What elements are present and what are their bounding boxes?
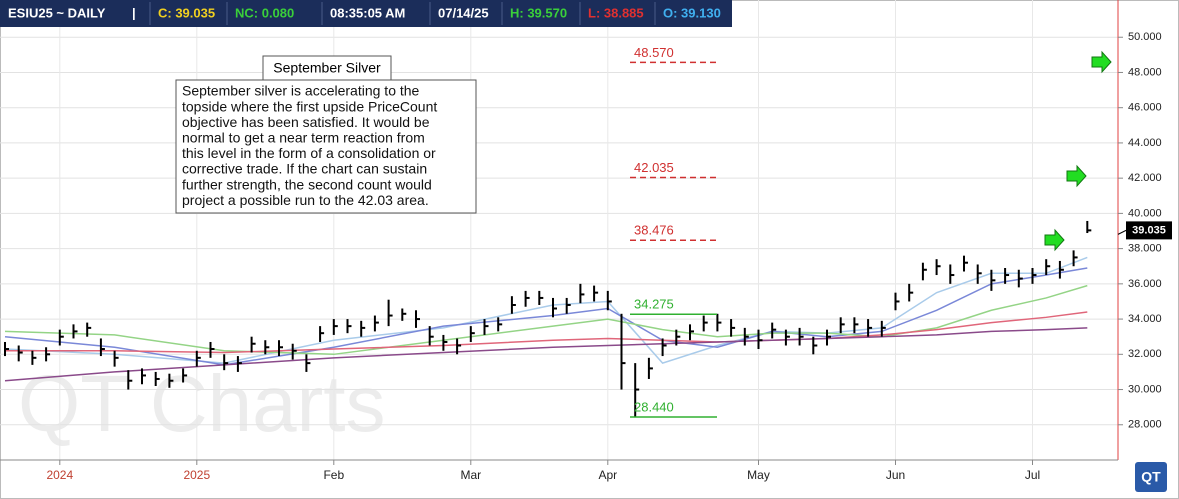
last-price-label: 39.035 <box>1132 224 1166 236</box>
y-tick-label: 46.000 <box>1128 102 1162 114</box>
level-label: 42.035 <box>634 160 674 175</box>
y-tick-label: 42.000 <box>1128 172 1162 184</box>
y-tick-label: 38.000 <box>1128 243 1162 255</box>
header-field: ESIU25 ~ DAILY <box>8 5 106 20</box>
logo-box <box>1135 462 1167 492</box>
header-field: 07/14/25 <box>438 5 489 20</box>
annotation-line: September silver is accelerating to the <box>182 83 420 99</box>
annotation-title: September Silver <box>273 60 381 76</box>
y-tick-label: 28.000 <box>1128 419 1162 431</box>
x-tick-label: May <box>747 468 770 482</box>
y-tick-label: 50.000 <box>1128 31 1162 43</box>
header-field: NC: 0.080 <box>235 5 294 20</box>
annotation-text: September silver is accelerating to thet… <box>182 83 437 208</box>
watermark: QT Charts <box>18 359 386 448</box>
level-label: 28.440 <box>634 399 674 414</box>
x-tick-label: Jun <box>886 468 905 482</box>
annotation-line: topside where the first upside PriceCoun… <box>182 98 437 114</box>
arrow-icon <box>1091 50 1112 74</box>
moving-average <box>4 327 1088 382</box>
y-tick-label: 36.000 <box>1128 278 1162 290</box>
x-tick-label: Apr <box>598 468 617 482</box>
y-tick-label: 32.000 <box>1128 348 1162 360</box>
x-tick-label: 2025 <box>183 468 210 482</box>
annotation-line: project a possible run to the 42.03 area… <box>182 192 429 208</box>
header-field: H: 39.570 <box>510 5 567 20</box>
header-field: C: 39.035 <box>158 5 215 20</box>
annotation-line: normal to get a near term reaction from <box>182 130 425 146</box>
last-price-box <box>1126 221 1172 240</box>
x-tick-label: Mar <box>460 468 481 482</box>
arrow-icon <box>1066 164 1087 188</box>
y-tick-label: 40.000 <box>1128 207 1162 219</box>
annotation-title-box <box>262 55 392 81</box>
annotation-box <box>175 79 477 214</box>
level-label: 38.476 <box>634 223 674 238</box>
y-tick-label: 30.000 <box>1128 383 1162 395</box>
header-field: 08:35:05 AM <box>330 5 405 20</box>
level-label: 34.275 <box>634 297 674 312</box>
arrow-icon <box>1044 228 1065 252</box>
header-field: L: 38.885 <box>588 5 644 20</box>
annotation-line: objective has been satisfied. It would b… <box>182 114 430 130</box>
logo: QT <box>1141 469 1161 485</box>
header-bar <box>0 0 732 27</box>
y-tick-label: 48.000 <box>1128 66 1162 78</box>
level-label: 48.570 <box>634 45 674 60</box>
last-price-pointer <box>1117 229 1127 235</box>
annotation-line: corrective trade. If the chart can susta… <box>182 161 427 177</box>
price-bars <box>4 220 1092 418</box>
header-field: | <box>132 5 136 20</box>
x-tick-label: 2024 <box>46 468 73 482</box>
header-fields: ESIU25 ~ DAILY | C: 39.035 NC: 0.080 08:35:0… <box>8 2 721 25</box>
header-field: O: 39.130 <box>663 5 721 20</box>
y-tick-label: 34.000 <box>1128 313 1162 325</box>
y-tick-label: 44.000 <box>1128 137 1162 149</box>
x-tick-label: Jul <box>1025 468 1040 482</box>
x-tick-label: Feb <box>323 468 344 482</box>
annotation-line: this level in the form of a consolidatio… <box>182 145 436 161</box>
annotation-line: further strength, the second count would <box>182 176 432 192</box>
